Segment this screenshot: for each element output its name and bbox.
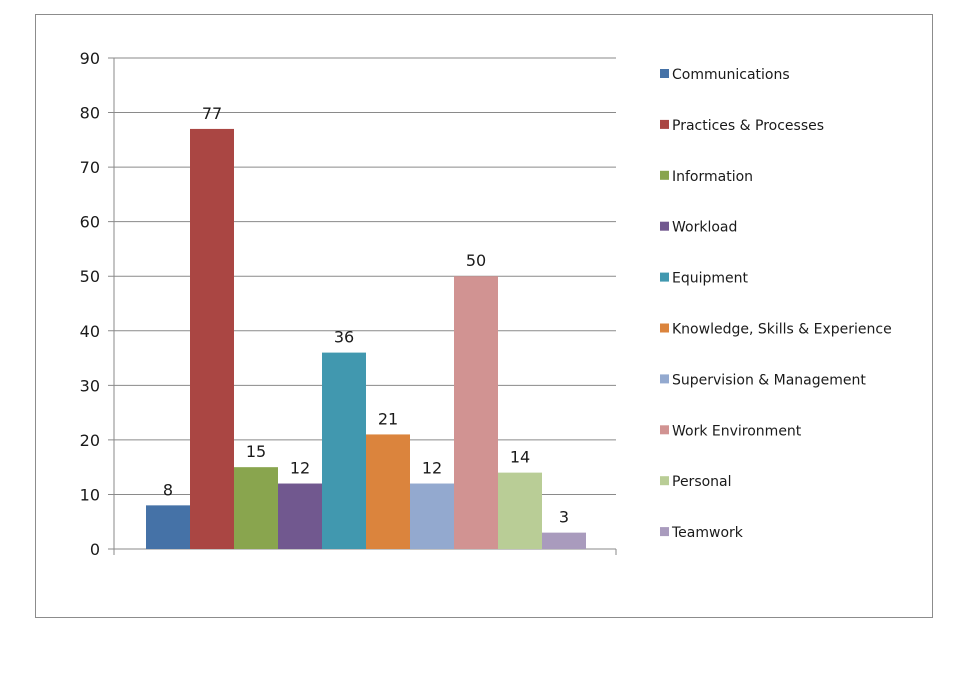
legend-item: Communications (660, 67, 790, 83)
y-tick-label: 80 (80, 104, 100, 123)
legend-swatch (660, 170, 669, 180)
legend-swatch (660, 323, 669, 333)
y-tick-label: 0 (90, 540, 100, 559)
legend-label: Information (672, 169, 753, 185)
y-tick-label: 40 (80, 322, 100, 341)
y-tick-label: 30 (80, 376, 100, 395)
legend-swatch (660, 374, 669, 384)
legend-label: Practices & Processes (672, 118, 824, 134)
data-label: 8 (163, 480, 173, 499)
legend-swatch (660, 425, 669, 435)
bar-knowledge-skills-experience (366, 434, 410, 549)
data-label: 36 (334, 328, 354, 347)
data-label: 3 (559, 508, 569, 527)
legend-swatch (660, 527, 669, 537)
legend-swatch (660, 272, 669, 282)
y-tick-label: 60 (80, 213, 100, 232)
legend-label: Workload (672, 220, 737, 236)
legend-item: Knowledge, Skills & Experience (660, 322, 892, 338)
bar-information (234, 467, 278, 549)
legend-label: Equipment (672, 271, 749, 287)
legend-label: Teamwork (671, 525, 744, 541)
legend: Communications Practices & Processes Infor… (660, 67, 892, 541)
legend-label: Communications (672, 67, 790, 83)
data-label: 15 (246, 442, 266, 461)
legend-label: Work Environment (672, 423, 802, 439)
legend-label: Supervision & Management (672, 372, 866, 388)
y-tick-label: 20 (80, 431, 100, 450)
legend-item: Teamwork (660, 525, 744, 541)
data-label: 14 (510, 448, 530, 467)
legend-item: Equipment (660, 271, 749, 287)
data-label: 77 (202, 104, 222, 123)
legend-item: Work Environment (660, 423, 802, 439)
legend-label: Knowledge, Skills & Experience (672, 322, 892, 338)
legend-swatch (660, 476, 669, 486)
data-label: 50 (466, 251, 486, 270)
bar-workload (278, 483, 322, 549)
legend-item: Workload (660, 220, 737, 236)
legend-swatch (660, 69, 669, 78)
bar-communications (146, 505, 190, 549)
y-tick-label: 10 (80, 485, 100, 504)
bar-supervision-management (410, 483, 454, 549)
legend-item: Information (660, 169, 753, 185)
data-label: 12 (290, 459, 310, 478)
y-tick-label: 50 (80, 267, 100, 286)
legend-item: Personal (660, 474, 732, 490)
chart-frame: 0 10 20 30 40 50 60 70 80 90 8 77 15 12 36 21 12 50 14 3 C… (35, 14, 933, 618)
legend-item: Practices & Processes (660, 118, 824, 134)
bar-personal (498, 472, 542, 549)
data-label: 21 (378, 409, 398, 428)
legend-swatch (660, 221, 669, 231)
bar-chart: 0 10 20 30 40 50 60 70 80 90 8 77 15 12 36 21 12 50 14 3 C… (80, 49, 892, 559)
data-label: 12 (422, 459, 442, 478)
legend-label: Personal (672, 474, 732, 490)
bars (146, 128, 586, 549)
legend-swatch (660, 119, 669, 129)
bar-equipment (322, 352, 366, 549)
data-labels: 8 77 15 12 36 21 12 50 14 3 (163, 104, 569, 527)
bar-work-environment (454, 276, 498, 549)
legend-item: Supervision & Management (660, 372, 866, 388)
bar-practices-processes (190, 128, 234, 549)
bar-teamwork (542, 532, 586, 549)
y-tick-label: 70 (80, 158, 100, 177)
y-tick-label: 90 (80, 49, 100, 68)
